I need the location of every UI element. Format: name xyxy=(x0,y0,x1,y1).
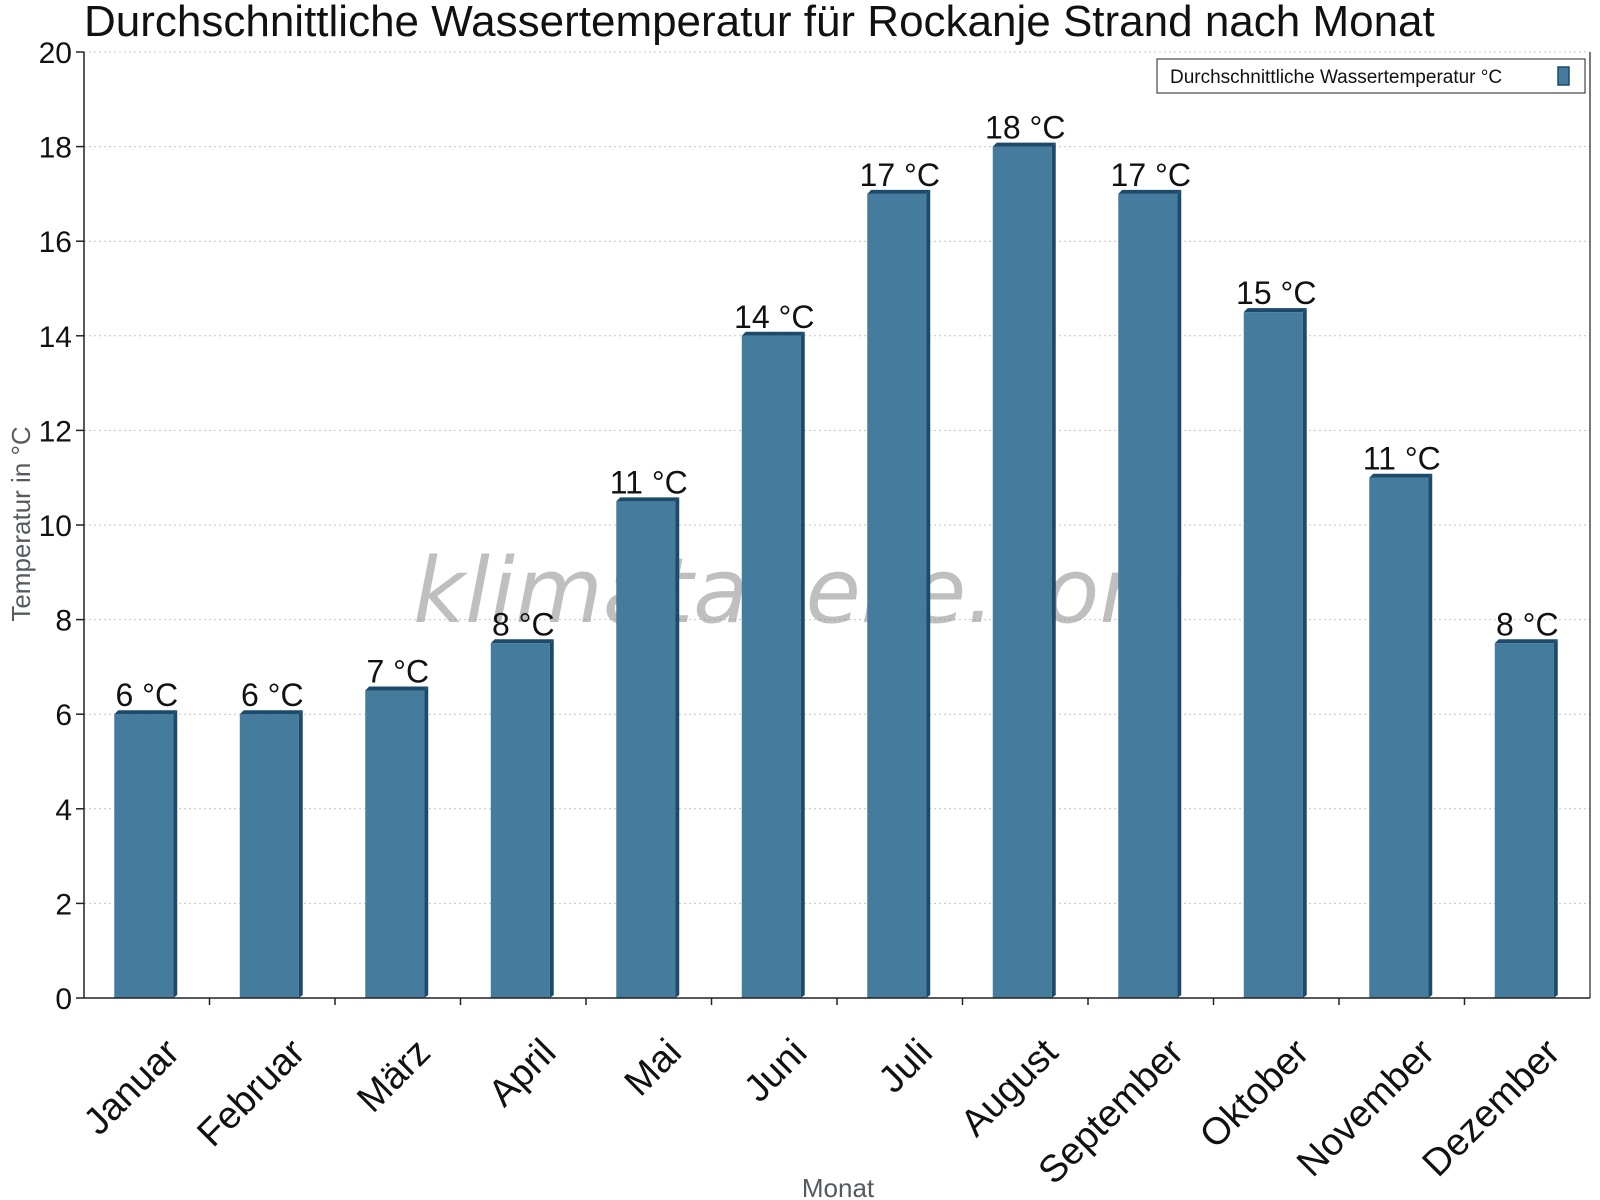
data-labels: 6 °C 6 °C 7 °C 8 °C 11 °C 14 °C 17 °C 18 °C 17 °… xyxy=(115,110,1558,714)
bar-side xyxy=(926,189,931,998)
x-tick-label: August xyxy=(953,1031,1067,1145)
bar-side xyxy=(549,639,554,998)
bar-12 xyxy=(1494,639,1558,998)
bar-10 xyxy=(1243,308,1307,998)
y-axis-title: Temperatur in °C xyxy=(6,426,36,621)
data-label: 11 °C xyxy=(610,464,688,500)
bar-top xyxy=(867,189,931,194)
y-tick-label: 10 xyxy=(39,510,72,543)
gridlines xyxy=(84,51,1590,904)
bar-face xyxy=(239,714,299,998)
bar-side xyxy=(298,710,303,998)
bar-face xyxy=(1118,193,1178,998)
bar-face xyxy=(114,714,174,998)
y-tick-label: 6 xyxy=(55,699,72,732)
data-label: 7 °C xyxy=(366,654,429,690)
y-tick-label: 14 xyxy=(39,321,72,354)
bar-side xyxy=(1553,639,1558,998)
x-ticks: Januar Februar März April Mai Juni Juli AugustS… xyxy=(76,998,1569,1192)
bars xyxy=(114,142,1558,999)
bar-side xyxy=(1302,308,1307,998)
data-label: 6 °C xyxy=(115,677,178,713)
y-tick-label: 0 xyxy=(55,983,72,1016)
bar-side xyxy=(1428,473,1433,998)
x-tick-label: Juni xyxy=(736,1031,815,1110)
bar-face xyxy=(490,643,550,998)
y-tick-label: 20 xyxy=(39,37,72,70)
y-tick-label: 12 xyxy=(39,415,72,448)
bar-1 xyxy=(114,710,178,998)
bar-top xyxy=(741,331,805,336)
bar-5 xyxy=(616,497,680,998)
x-tick-label: Dezember xyxy=(1415,1031,1569,1185)
bar-8 xyxy=(992,142,1056,999)
bar-7 xyxy=(867,189,931,998)
bar-side xyxy=(173,710,178,998)
bar-top xyxy=(365,686,429,691)
bar-side xyxy=(424,686,429,998)
bar-face xyxy=(1369,477,1429,998)
legend-label: Durchschnittliche Wassertemperatur °C xyxy=(1170,67,1502,88)
x-tick-label: Februar xyxy=(189,1031,313,1155)
bar-top xyxy=(1369,473,1433,478)
bar-top xyxy=(114,710,178,715)
data-label: 6 °C xyxy=(241,677,304,713)
x-tick-label: Januar xyxy=(76,1031,188,1143)
bar-top xyxy=(239,710,303,715)
data-label: 18 °C xyxy=(985,110,1065,146)
bar-face xyxy=(1243,312,1303,998)
bar-3 xyxy=(365,686,429,998)
bar-2 xyxy=(239,710,303,998)
data-label: 15 °C xyxy=(1236,275,1316,311)
bar-face xyxy=(1494,643,1554,998)
bar-top xyxy=(1118,189,1182,194)
bar-top xyxy=(490,639,554,644)
y-tick-label: 16 xyxy=(39,226,72,259)
y-ticks: 0 2 4 6 8 10 12 14 16 18 20 xyxy=(39,37,84,1016)
x-tick-label: Mai xyxy=(617,1031,690,1104)
x-tick-label: März xyxy=(349,1031,438,1120)
y-tick-label: 2 xyxy=(55,888,72,921)
data-label: 14 °C xyxy=(734,299,814,335)
x-axis-title: Monat xyxy=(802,1173,875,1200)
data-label: 11 °C xyxy=(1363,441,1441,477)
bar-side xyxy=(675,497,680,998)
bar-side xyxy=(1177,189,1182,998)
y-tick-label: 8 xyxy=(55,605,72,638)
x-tick-label: Oktober xyxy=(1192,1031,1318,1157)
bar-face xyxy=(867,193,927,998)
x-tick-label: April xyxy=(481,1031,564,1114)
x-tick-label: Juli xyxy=(871,1031,941,1101)
bar-top xyxy=(1494,639,1558,644)
data-label: 8 °C xyxy=(492,606,555,642)
data-label: 17 °C xyxy=(860,157,940,193)
bar-9 xyxy=(1118,189,1182,998)
data-label: 17 °C xyxy=(1111,157,1191,193)
bar-face xyxy=(616,501,676,998)
bar-4 xyxy=(490,639,554,998)
y-tick-label: 18 xyxy=(39,132,72,165)
bar-top xyxy=(616,497,680,502)
bar-top xyxy=(1243,308,1307,313)
legend: Durchschnittliche Wassertemperatur °C xyxy=(1156,58,1586,94)
bar-6 xyxy=(741,331,805,998)
data-label: 8 °C xyxy=(1496,606,1559,642)
bar-face xyxy=(741,335,801,998)
legend-box xyxy=(1156,58,1586,94)
bar-side xyxy=(800,331,805,998)
chart-title: Durchschnittliche Wassertemperatur für R… xyxy=(84,0,1435,46)
legend-swatch xyxy=(1557,66,1570,86)
bar-side xyxy=(1051,142,1056,999)
bar-11 xyxy=(1369,473,1433,998)
bar-face xyxy=(992,146,1052,999)
bar-top xyxy=(992,142,1056,147)
y-tick-label: 4 xyxy=(55,794,72,827)
bar-face xyxy=(365,690,425,998)
